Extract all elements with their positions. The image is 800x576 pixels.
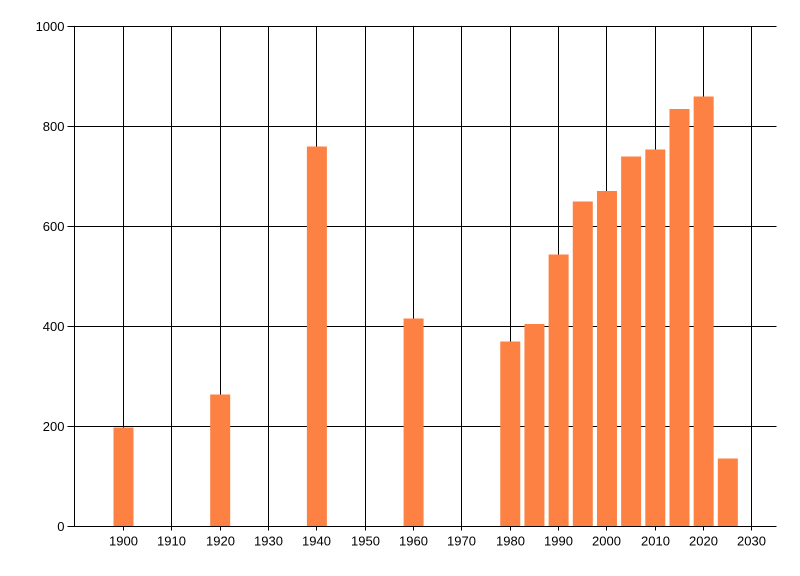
x-tick-label-2020: 2020 bbox=[689, 534, 718, 549]
bar-1940 bbox=[306, 146, 327, 527]
y-tick-label-400: 400 bbox=[43, 319, 65, 334]
x-tick-label-1990: 1990 bbox=[544, 534, 573, 549]
y-tick-label-200: 200 bbox=[43, 419, 65, 434]
bar-2010 bbox=[645, 149, 666, 527]
x-tick-label-1930: 1930 bbox=[254, 534, 283, 549]
x-tick-label-1920: 1920 bbox=[206, 534, 235, 549]
bar-1920 bbox=[210, 394, 231, 527]
x-tick-label-1970: 1970 bbox=[447, 534, 476, 549]
x-tick-label-1910: 1910 bbox=[157, 534, 186, 549]
bar-1995 bbox=[572, 201, 593, 527]
x-tick-label-2010: 2010 bbox=[641, 534, 670, 549]
bar-2015 bbox=[669, 109, 690, 527]
x-tick-label-1980: 1980 bbox=[496, 534, 525, 549]
bar-2025 bbox=[717, 458, 738, 527]
bar-2020 bbox=[693, 96, 714, 527]
bar-1960 bbox=[403, 318, 424, 527]
bar-2005 bbox=[621, 156, 642, 527]
x-tick-label-2000: 2000 bbox=[592, 534, 621, 549]
y-tick-label-600: 600 bbox=[43, 219, 65, 234]
x-tick-label-1940: 1940 bbox=[302, 534, 331, 549]
x-tick-label-1900: 1900 bbox=[109, 534, 138, 549]
bar-1900 bbox=[113, 427, 134, 527]
y-tick-label-1000: 1000 bbox=[36, 19, 65, 34]
bar-1985 bbox=[524, 324, 545, 527]
bar-2000 bbox=[596, 191, 617, 527]
x-tick-label-1960: 1960 bbox=[399, 534, 428, 549]
x-tick-label-2030: 2030 bbox=[737, 534, 766, 549]
bar-1990 bbox=[548, 254, 569, 527]
bar-1980 bbox=[500, 341, 521, 527]
y-tick-label-800: 800 bbox=[43, 119, 65, 134]
x-tick-label-1950: 1950 bbox=[351, 534, 380, 549]
y-tick-label-0: 0 bbox=[57, 519, 64, 534]
